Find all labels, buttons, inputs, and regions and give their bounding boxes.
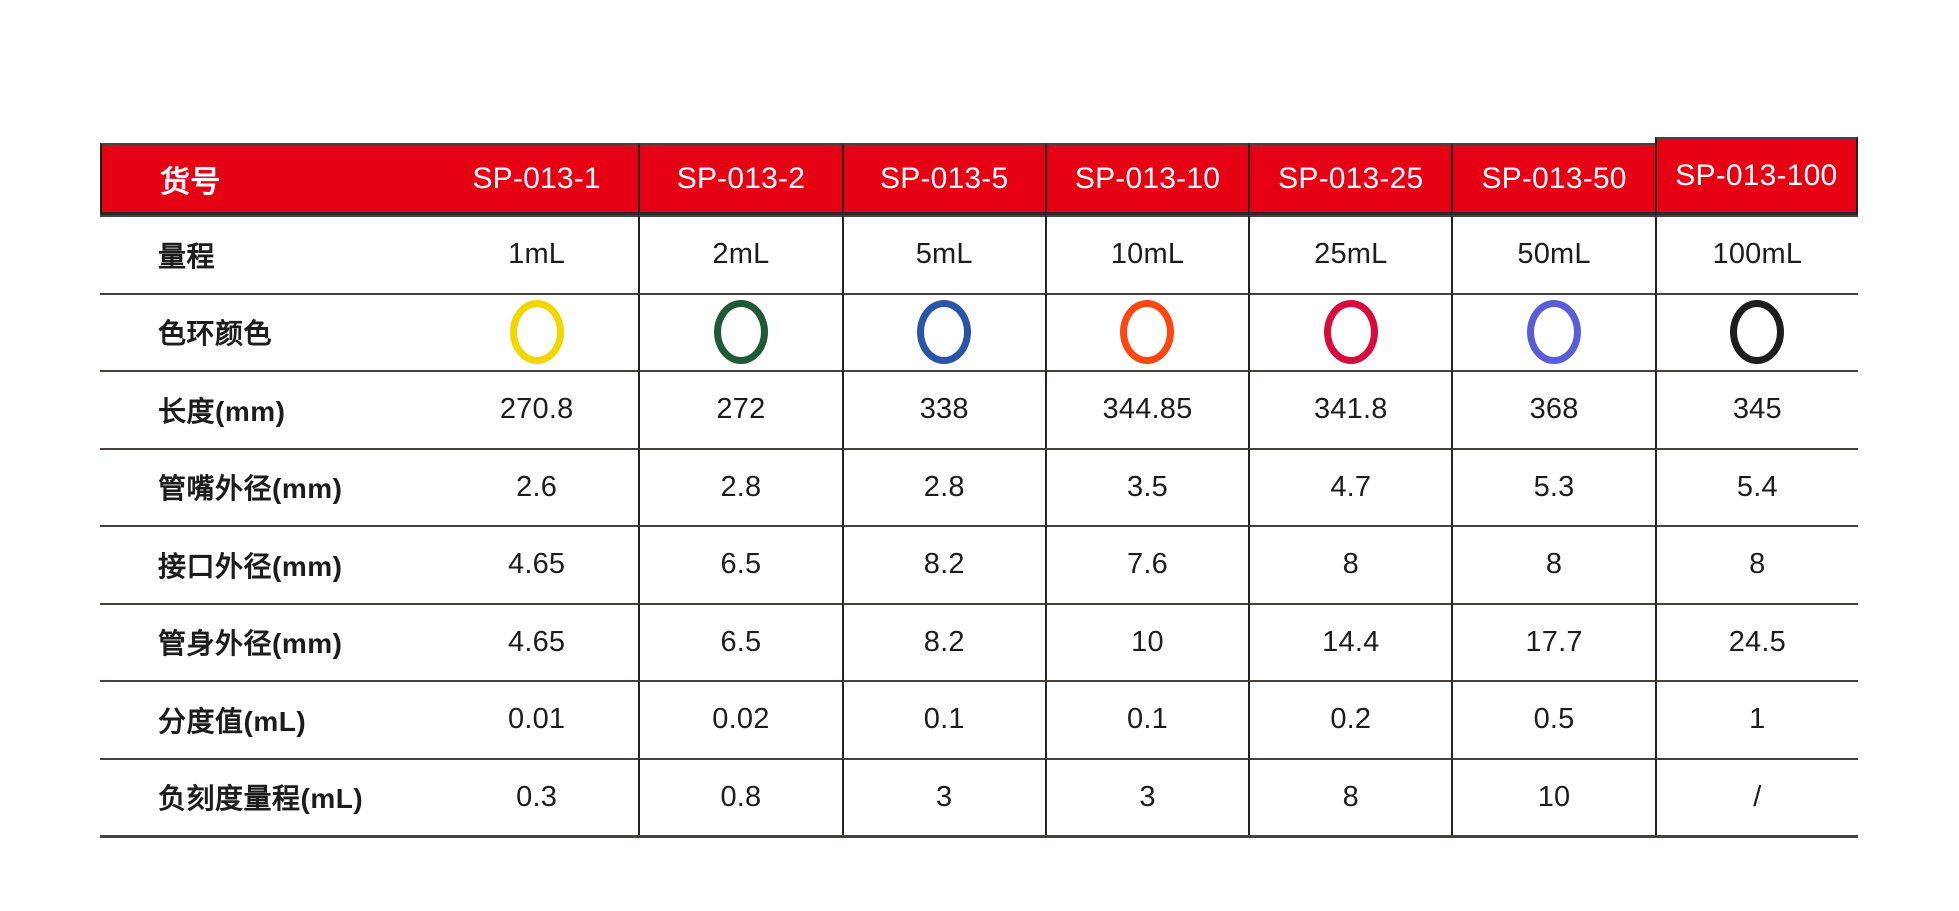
table-cell: 2mL bbox=[638, 215, 842, 293]
table-cell: 100mL bbox=[1654, 215, 1858, 293]
header-column: SP-013-2 bbox=[638, 143, 842, 215]
table-cell: 8 bbox=[1451, 525, 1655, 603]
row-label-negative-range: 负刻度量程(mL) bbox=[100, 757, 435, 836]
table-cell: 0.2 bbox=[1248, 680, 1452, 758]
header-column: SP-013-10 bbox=[1044, 143, 1249, 215]
table-cell bbox=[1248, 292, 1452, 370]
color-ring bbox=[713, 300, 768, 365]
table-cell bbox=[841, 292, 1045, 370]
header-column: SP-013-50 bbox=[1451, 143, 1655, 215]
table-cell: 8 bbox=[1654, 525, 1858, 603]
table-cell: 1mL bbox=[435, 215, 639, 293]
table-cell: 14.4 bbox=[1248, 602, 1452, 680]
product-spec-table: 货号 SP-013-1 SP-013-2 SP-013-5 SP-013-10 … bbox=[100, 137, 1858, 838]
table-cell bbox=[1044, 292, 1249, 370]
table-cell: 1 bbox=[1654, 680, 1858, 758]
table-cell: 338 bbox=[841, 370, 1045, 448]
table-cell: 5mL bbox=[841, 215, 1045, 293]
color-ring bbox=[1730, 300, 1785, 365]
row-label-body-od: 管身外径(mm) bbox=[100, 602, 435, 681]
table-cell: 8 bbox=[1248, 525, 1452, 603]
table-cell: 2.8 bbox=[638, 447, 842, 525]
table-cell: 270.8 bbox=[435, 370, 639, 448]
table-cell: 24.5 bbox=[1654, 602, 1858, 680]
row-label-joint-od: 接口外径(mm) bbox=[100, 525, 435, 603]
row-label-range: 量程 bbox=[100, 215, 435, 293]
table-cell: 0.8 bbox=[638, 757, 842, 835]
table-cell: 368 bbox=[1451, 370, 1655, 448]
table-cell: 0.01 bbox=[435, 680, 639, 758]
table-cell: 5.4 bbox=[1654, 447, 1858, 525]
table-cell: 0.5 bbox=[1451, 680, 1655, 758]
row-label-length: 长度(mm) bbox=[100, 370, 435, 448]
table-cell: 8.2 bbox=[841, 602, 1045, 680]
table-cell: 4.65 bbox=[435, 525, 639, 603]
color-ring bbox=[1120, 300, 1175, 365]
table-cell: 7.6 bbox=[1044, 525, 1249, 603]
table-cell: 17.7 bbox=[1451, 602, 1655, 680]
table-cell: 0.1 bbox=[841, 680, 1045, 758]
table-cell: 6.5 bbox=[638, 602, 842, 680]
table-cell: 3 bbox=[841, 757, 1045, 835]
table-cell: 8.2 bbox=[841, 525, 1045, 603]
header-column: SP-013-25 bbox=[1248, 143, 1452, 215]
table-cell: 3.5 bbox=[1044, 447, 1249, 525]
table-cell bbox=[1451, 292, 1655, 370]
table-cell: 8 bbox=[1248, 757, 1452, 835]
table-cell: 0.3 bbox=[435, 757, 639, 836]
table-cell bbox=[638, 292, 842, 370]
table-cell: 2.8 bbox=[841, 447, 1045, 525]
table-cell: 0.02 bbox=[638, 680, 842, 758]
table-cell: 2.6 bbox=[435, 447, 639, 526]
header-item-number: 货号 bbox=[100, 143, 435, 215]
table-cell: 341.8 bbox=[1248, 370, 1452, 448]
header-column: SP-013-5 bbox=[841, 143, 1045, 215]
color-ring bbox=[1323, 300, 1378, 365]
table-cell bbox=[435, 292, 639, 371]
header-column: SP-013-1 bbox=[435, 143, 639, 215]
table-cell: 0.1 bbox=[1044, 680, 1249, 758]
color-ring bbox=[509, 300, 564, 365]
table-cell: 10mL bbox=[1044, 215, 1249, 293]
table-cell: 10 bbox=[1451, 757, 1655, 835]
table-cell: 344.85 bbox=[1044, 370, 1249, 448]
color-ring bbox=[917, 300, 972, 365]
table-cell: 6.5 bbox=[638, 525, 842, 603]
table-cell: / bbox=[1654, 757, 1858, 835]
table-cell: 272 bbox=[638, 370, 842, 448]
table-cell: 5.3 bbox=[1451, 447, 1655, 525]
row-label-ring-color: 色环颜色 bbox=[100, 292, 435, 371]
row-label-tip-od: 管嘴外径(mm) bbox=[100, 447, 435, 526]
table-cell: 4.65 bbox=[435, 602, 639, 681]
table-cell bbox=[1654, 292, 1858, 370]
table-cell: 25mL bbox=[1248, 215, 1452, 293]
color-ring bbox=[1527, 300, 1582, 365]
table-cell: 345 bbox=[1654, 370, 1858, 448]
table-cell: 50mL bbox=[1451, 215, 1655, 293]
table-cell: 4.7 bbox=[1248, 447, 1452, 525]
header-column: SP-013-100 bbox=[1654, 137, 1858, 215]
row-label-graduation: 分度值(mL) bbox=[100, 680, 435, 758]
table-cell: 3 bbox=[1044, 757, 1249, 835]
table-cell: 10 bbox=[1044, 602, 1249, 680]
